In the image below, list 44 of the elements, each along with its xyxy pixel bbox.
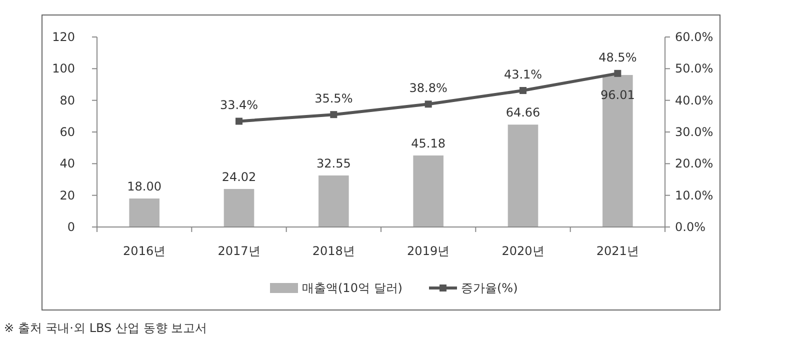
point	[236, 118, 242, 125]
legend-label: 증가율(%)	[461, 281, 518, 295]
y-tick-label: 80	[60, 93, 75, 108]
y-tick-label: 100	[52, 62, 75, 76]
x-tick-label: 2018년	[312, 244, 355, 258]
bar	[224, 188, 254, 227]
x-tick-label: 2020년	[502, 244, 544, 258]
bar	[318, 175, 349, 227]
data-label: 64.66	[506, 106, 540, 120]
point	[520, 87, 526, 94]
legend-label: 매출액(10억 달러)	[302, 281, 402, 295]
y-tick-label: 0	[67, 220, 75, 234]
y2-tick-label: 40.0%	[675, 93, 714, 108]
y-tick-label: 20	[60, 188, 75, 202]
data-label: 35.5%	[314, 92, 353, 106]
y2-tick-label: 20.0%	[675, 156, 714, 171]
data-label: 48.5%	[598, 50, 637, 64]
y2-tick-label: 30.0%	[675, 125, 714, 139]
data-label: 38.8%	[409, 81, 448, 96]
y2-tick-label: 10.0%	[675, 188, 714, 202]
data-label: 33.4%	[220, 98, 258, 112]
data-label: 43.1%	[504, 68, 542, 82]
y2-tick-label: 60.0%	[675, 30, 714, 44]
x-tick-label: 2017년	[218, 244, 260, 258]
text: ※ 출처 국내·외 LBS 산업 동향 보고서	[4, 321, 208, 335]
data-label: 32.55	[316, 156, 351, 170]
bar	[413, 155, 444, 227]
data-label: 24.02	[222, 170, 256, 184]
bar	[508, 124, 538, 227]
bar	[602, 74, 633, 227]
x-tick-label: 2016년	[123, 244, 166, 258]
data-label: 18.00	[127, 180, 162, 194]
y-tick-label: 60	[60, 125, 75, 139]
point	[614, 70, 622, 77]
point	[424, 100, 432, 108]
y-tick-label: 40	[60, 156, 75, 171]
y2-tick-label: 0.0%	[675, 220, 706, 234]
point	[330, 111, 338, 118]
y-tick-label: 120	[52, 30, 75, 44]
x-tick-label: 2021년	[596, 244, 639, 258]
y2-tick-label: 50.0%	[675, 62, 714, 76]
bar	[129, 198, 160, 227]
x-tick-label: 2019년	[407, 244, 450, 258]
data-label: 45.18	[411, 136, 446, 150]
